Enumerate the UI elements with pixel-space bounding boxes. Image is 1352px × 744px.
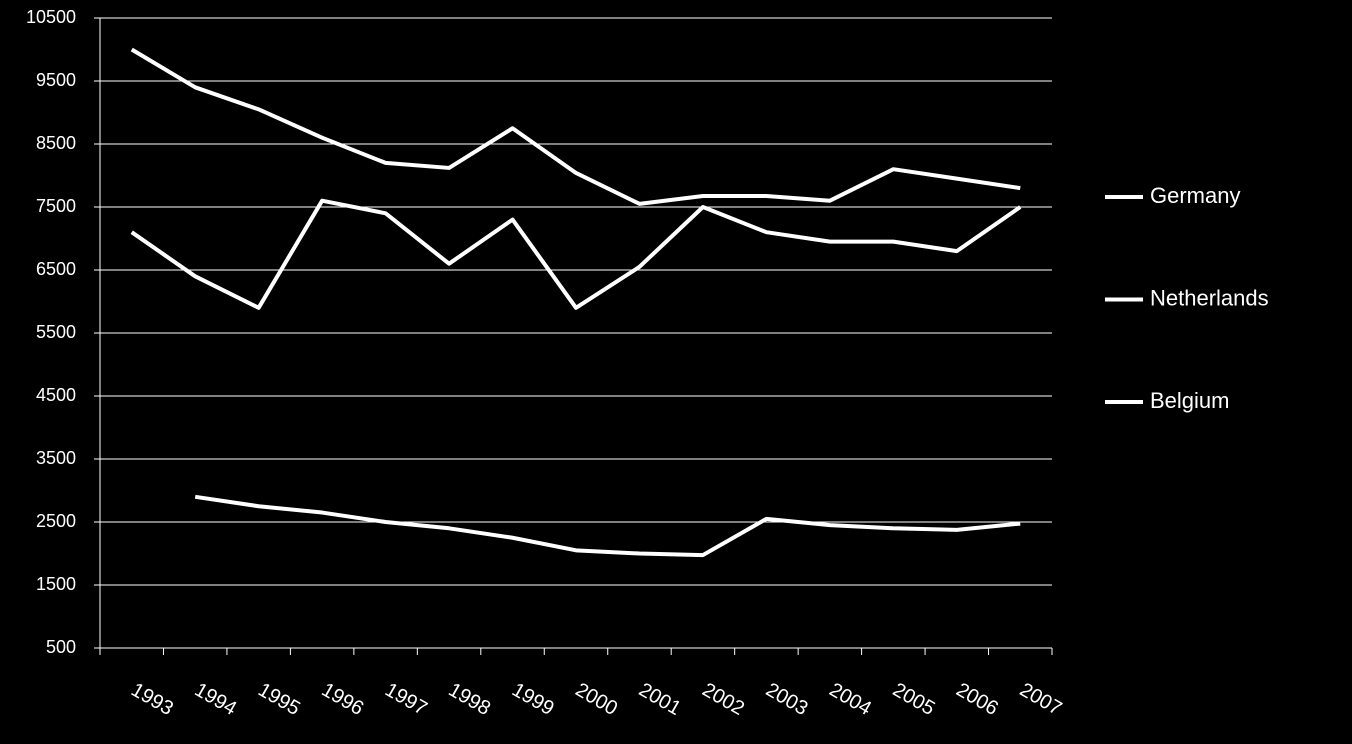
y-tick-label: 8500 — [36, 133, 76, 153]
y-tick-label: 500 — [46, 637, 76, 657]
y-tick-label: 4500 — [36, 385, 76, 405]
x-tick-label: 1997 — [381, 679, 431, 720]
series-line — [194, 494, 1021, 558]
x-tick-label: 2001 — [635, 679, 685, 720]
legend-label: Germany — [1150, 183, 1240, 208]
x-tick-label: 1999 — [508, 679, 558, 720]
x-tick-label: 2007 — [1016, 679, 1066, 720]
x-tick-label: 1996 — [318, 679, 368, 720]
x-tick-label: 2003 — [762, 679, 812, 720]
x-tick-label: 1995 — [254, 679, 304, 720]
y-tick-label: 7500 — [36, 196, 76, 216]
series-line — [130, 198, 1022, 310]
y-tick-label: 2500 — [36, 511, 76, 531]
series-line — [130, 47, 1021, 206]
y-tick-label: 5500 — [36, 322, 76, 342]
x-tick-label: 1993 — [127, 679, 177, 720]
y-tick-label: 6500 — [36, 259, 76, 279]
x-tick-label: 2000 — [572, 679, 622, 720]
x-tick-label: 2004 — [825, 679, 875, 720]
x-tick-label: 1998 — [445, 679, 495, 720]
x-tick-label: 1994 — [191, 679, 241, 720]
y-tick-label: 9500 — [36, 70, 76, 90]
y-tick-label: 10500 — [26, 7, 76, 27]
x-tick-label: 2006 — [952, 679, 1002, 720]
y-tick-label: 1500 — [36, 574, 76, 594]
x-tick-label: 2005 — [889, 679, 939, 720]
legend-label: Netherlands — [1150, 285, 1269, 310]
x-tick-label: 2002 — [699, 679, 749, 720]
legend-label: Belgium — [1150, 388, 1229, 413]
y-tick-label: 3500 — [36, 448, 76, 468]
